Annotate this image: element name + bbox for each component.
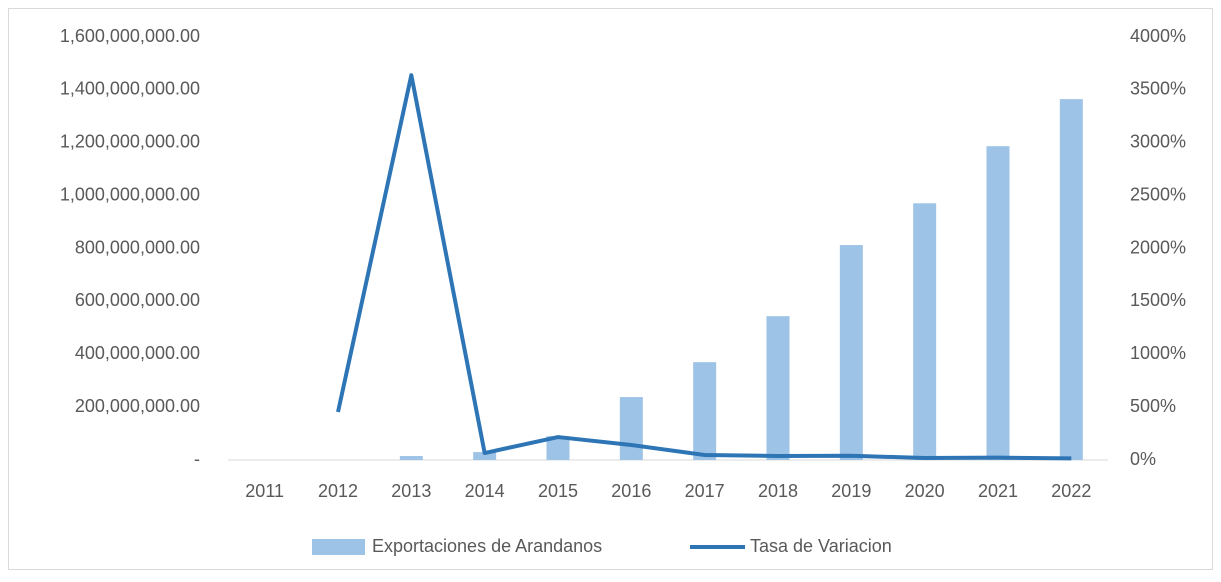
bar xyxy=(986,146,1010,460)
y-tick-label: 1,000,000,000.00 xyxy=(60,184,200,204)
y2-tick-label: 4000% xyxy=(1130,26,1186,46)
x-tick-label: 2016 xyxy=(611,481,651,501)
y2-tick-label: 1000% xyxy=(1130,343,1186,363)
bar xyxy=(546,436,570,460)
x-tick-label: 2021 xyxy=(978,481,1018,501)
x-tick-label: 2019 xyxy=(831,481,871,501)
y-tick-label: 1,600,000,000.00 xyxy=(60,26,200,46)
y2-tick-label: 3500% xyxy=(1130,79,1186,99)
x-tick-label: 2020 xyxy=(905,481,945,501)
line xyxy=(336,73,1072,461)
bar xyxy=(473,452,497,460)
y-tick-label: 1,200,000,000.00 xyxy=(60,132,200,152)
bar xyxy=(839,245,863,460)
bar xyxy=(1059,99,1083,461)
y2-tick-label: 0% xyxy=(1130,449,1156,469)
y-tick-label: 400,000,000.00 xyxy=(75,343,200,363)
y2-tick-label: 500% xyxy=(1130,396,1176,416)
y2-tick-label: 3000% xyxy=(1130,132,1186,152)
legend-label: Tasa de Variacion xyxy=(750,536,892,556)
x-tick-label: 2015 xyxy=(538,481,578,501)
x-tick-label: 2018 xyxy=(758,481,798,501)
legend-swatch xyxy=(312,539,365,555)
x-tick-label: 2017 xyxy=(685,481,725,501)
legend-label: Exportaciones de Arandanos xyxy=(372,536,602,556)
bar xyxy=(619,397,643,460)
x-tick-label: 2012 xyxy=(318,481,358,501)
bar xyxy=(399,456,423,460)
x-tick-label: 2014 xyxy=(465,481,505,501)
y2-tick-label: 1500% xyxy=(1130,290,1186,310)
y2-tick-label: 2500% xyxy=(1130,184,1186,204)
bar xyxy=(913,203,937,460)
y-tick-label: 1,400,000,000.00 xyxy=(60,79,200,99)
y-tick-label: 200,000,000.00 xyxy=(75,396,200,416)
y-tick-label: 800,000,000.00 xyxy=(75,237,200,257)
y-tick-label: - xyxy=(194,449,200,469)
bar xyxy=(693,362,717,460)
x-tick-label: 2022 xyxy=(1051,481,1091,501)
y2-tick-label: 2000% xyxy=(1130,237,1186,257)
x-tick-label: 2011 xyxy=(245,481,284,501)
chart-frame xyxy=(8,8,1213,570)
y-tick-label: 600,000,000.00 xyxy=(75,290,200,310)
x-tick-label: 2013 xyxy=(391,481,431,501)
bar xyxy=(766,316,790,460)
